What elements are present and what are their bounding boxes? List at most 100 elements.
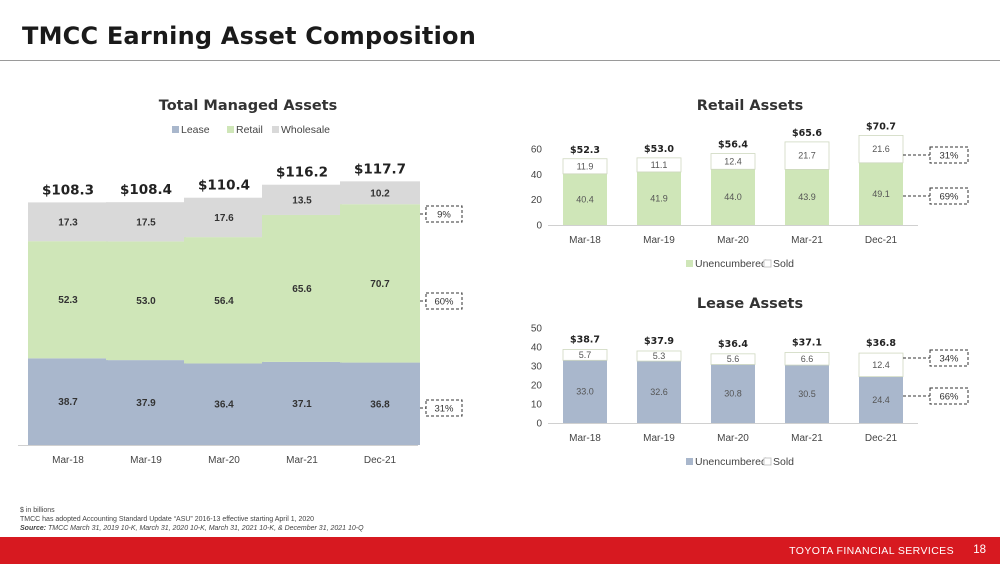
data-label-retail-sold-mar-18: 11.9 <box>577 161 594 171</box>
data-label-lease-sold-mar-19: 5.3 <box>653 351 666 361</box>
legend-label-retail: Retail <box>236 124 263 136</box>
x-tick-retail-mar-19: Mar-19 <box>643 235 675 246</box>
bar-retail-unencumbered-mar-20 <box>711 169 755 225</box>
data-label-lease-unencumbered-mar-19: 32.6 <box>650 387 668 397</box>
bar-retail-mar-20 <box>184 237 264 364</box>
total-label-retail-mar-21: $65.6 <box>792 128 822 139</box>
total-label-retail-mar-20: $56.4 <box>718 140 748 151</box>
data-label-lease-mar-20: 36.4 <box>214 400 234 411</box>
legend-swatch-wholesale <box>272 126 279 133</box>
callout-pct-0: 9% <box>437 210 451 221</box>
legend-label-retail-sold: Sold <box>773 258 794 270</box>
bar-lease-unencumbered-mar-18 <box>563 360 607 423</box>
y-tick-lease-20: 20 <box>531 381 543 392</box>
retail-assets-chart: Retail Assets 0 20 40 60 40.4 11.9 $52.3 Mar-18 4… <box>531 98 969 270</box>
title-divider <box>0 60 1000 61</box>
x-tick-lease-mar-20: Mar-20 <box>717 433 749 444</box>
callout-box-retail-0 <box>929 146 969 164</box>
x-tick-mar-18: Mar-18 <box>52 455 84 466</box>
y-tick-lease-40: 40 <box>531 343 543 354</box>
chart-title-total: Total Managed Assets <box>159 98 338 114</box>
footer-brand: TOYOTA FINANCIAL SERVICES <box>789 545 954 557</box>
bar-lease-mar-21 <box>262 361 342 445</box>
data-label-wholesale-dec-21: 10.2 <box>370 188 390 199</box>
data-label-lease-mar-19: 37.9 <box>136 398 156 409</box>
bar-retail-dec-21 <box>340 204 420 363</box>
data-label-retail-unencumbered-dec-21: 49.1 <box>872 189 890 199</box>
footnotes: $ in billions TMCC has adopted Accountin… <box>20 506 364 533</box>
bar-lease-sold-mar-20 <box>710 353 756 365</box>
legend-swatch-retail-sold <box>763 259 772 268</box>
data-label-retail-sold-mar-20: 12.4 <box>724 156 742 166</box>
bar-lease-sold-mar-19 <box>636 350 682 362</box>
data-label-retail-sold-mar-21: 21.7 <box>798 151 816 161</box>
data-label-retail-sold-dec-21: 21.6 <box>872 144 890 154</box>
y-tick-lease-50: 50 <box>531 324 543 335</box>
chart-title-retail: Retail Assets <box>697 98 804 114</box>
bar-retail-unencumbered-mar-21 <box>785 169 829 225</box>
callout-pct-retail-0: 31% <box>939 151 959 162</box>
y-tick-lease-0: 0 <box>536 419 542 430</box>
legend-label-lease-unencumbered: Unencumbered <box>695 456 767 468</box>
bar-retail-sold-mar-18 <box>562 158 608 175</box>
data-label-retail-mar-19: 53.0 <box>136 296 156 307</box>
data-label-lease-unencumbered-dec-21: 24.4 <box>872 395 890 405</box>
source-text: TMCC March 31, 2019 10-K, March 31, 2020… <box>48 525 364 532</box>
bar-wholesale-mar-18 <box>28 202 108 242</box>
total-label-mar-20: $110.4 <box>198 178 250 194</box>
callout-pct-lease-1: 66% <box>939 392 959 403</box>
total-label-lease-mar-20: $36.4 <box>718 339 748 350</box>
callout-box-0 <box>425 205 463 223</box>
legend-swatch-retail <box>227 126 234 133</box>
x-tick-dec-21: Dec-21 <box>364 455 397 466</box>
bar-lease-sold-dec-21 <box>858 352 904 378</box>
total-label-lease-mar-18: $38.7 <box>570 334 600 345</box>
data-label-lease-unencumbered-mar-18: 33.0 <box>576 387 594 397</box>
total-label-mar-19: $108.4 <box>120 182 172 198</box>
data-label-lease-mar-18: 38.7 <box>58 397 78 408</box>
data-label-wholesale-mar-18: 17.3 <box>58 217 78 228</box>
bar-wholesale-mar-20 <box>184 197 264 238</box>
data-label-lease-unencumbered-mar-21: 30.5 <box>798 389 816 399</box>
bar-retail-mar-18 <box>28 241 108 359</box>
bar-lease-unencumbered-mar-20 <box>711 364 755 423</box>
bar-retail-sold-mar-20 <box>710 153 756 170</box>
data-label-lease-sold-mar-20: 5.6 <box>727 354 740 364</box>
callout-box-lease-1 <box>929 387 969 405</box>
total-label-lease-mar-19: $37.9 <box>644 336 674 347</box>
data-label-lease-unencumbered-mar-20: 30.8 <box>724 389 742 399</box>
bar-wholesale-dec-21 <box>340 181 420 205</box>
bar-wholesale-mar-19 <box>106 202 186 242</box>
x-tick-retail-dec-21: Dec-21 <box>865 235 898 246</box>
callout-box-2 <box>425 399 463 417</box>
footnote-source: Source: TMCC March 31, 2019 10-K, March … <box>20 524 364 533</box>
legend-swatch-lease-sold <box>763 457 772 466</box>
data-label-retail-unencumbered-mar-21: 43.9 <box>798 192 816 202</box>
data-label-retail-unencumbered-mar-18: 40.4 <box>576 194 594 204</box>
x-tick-lease-mar-19: Mar-19 <box>643 433 675 444</box>
total-label-lease-mar-21: $37.1 <box>792 338 822 349</box>
legend-label-retail-unencumbered: Unencumbered <box>695 258 767 270</box>
data-label-retail-mar-18: 52.3 <box>58 295 78 306</box>
bar-retail-unencumbered-mar-19 <box>637 171 681 225</box>
callout-box-lease-0 <box>929 349 969 367</box>
bar-retail-sold-mar-19 <box>636 157 682 173</box>
callout-pct-2: 31% <box>434 404 454 415</box>
footnote-asu: TMCC has adopted Accounting Standard Upd… <box>20 516 315 523</box>
bar-lease-unencumbered-dec-21 <box>859 376 903 423</box>
bar-lease-dec-21 <box>340 362 420 445</box>
y-tick-retail-40: 40 <box>531 170 543 181</box>
total-label-retail-mar-19: $53.0 <box>644 144 674 155</box>
lease-assets-chart: Lease Assets 0 10 20 30 40 50 33.0 5.7 $38.7 Mar-1… <box>531 296 969 468</box>
data-label-wholesale-mar-20: 17.6 <box>214 213 234 224</box>
legend-swatch-retail-unencumbered <box>686 260 693 267</box>
y-tick-retail-20: 20 <box>531 195 543 206</box>
total-label-dec-21: $117.7 <box>354 161 406 177</box>
bar-retail-sold-dec-21 <box>858 135 904 164</box>
source-label: Source: <box>20 525 47 532</box>
page-title: TMCC Earning Asset Composition <box>22 22 477 50</box>
callout-pct-retail-1: 69% <box>939 192 959 203</box>
bar-retail-mar-19 <box>106 241 186 361</box>
bar-retail-unencumbered-dec-21 <box>859 162 903 225</box>
y-tick-retail-60: 60 <box>531 145 543 156</box>
